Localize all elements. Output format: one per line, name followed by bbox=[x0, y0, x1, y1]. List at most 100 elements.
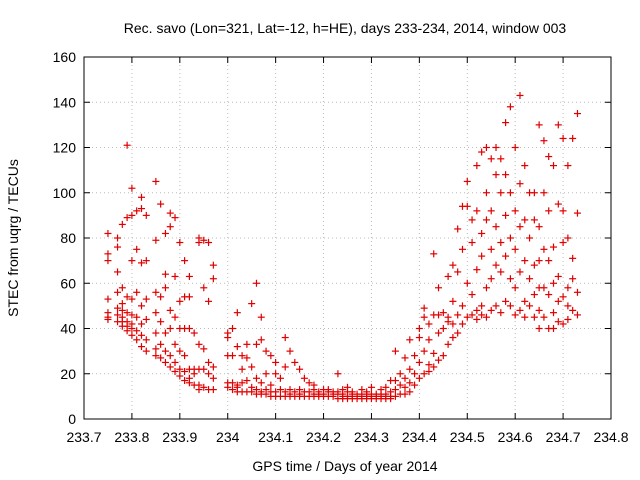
data-point bbox=[454, 311, 462, 319]
data-point bbox=[166, 209, 174, 217]
data-point bbox=[142, 315, 150, 323]
data-point bbox=[391, 386, 399, 394]
data-point bbox=[209, 386, 217, 394]
data-point bbox=[181, 352, 189, 360]
data-point bbox=[492, 261, 500, 269]
data-point bbox=[516, 91, 524, 99]
data-point bbox=[554, 318, 562, 326]
data-point bbox=[281, 363, 289, 371]
data-point bbox=[157, 293, 165, 301]
data-point bbox=[209, 363, 217, 371]
data-point bbox=[123, 293, 131, 301]
data-point bbox=[161, 347, 169, 355]
x-tick-label: 233.9 bbox=[162, 429, 197, 445]
data-point bbox=[478, 252, 486, 260]
data-point bbox=[487, 275, 495, 283]
data-point bbox=[157, 200, 165, 208]
data-point bbox=[166, 223, 174, 231]
data-point bbox=[406, 388, 414, 396]
data-point bbox=[190, 370, 198, 378]
data-point bbox=[535, 223, 543, 231]
data-point bbox=[506, 302, 514, 310]
data-point bbox=[473, 315, 481, 323]
data-point bbox=[334, 370, 342, 378]
data-point bbox=[272, 358, 280, 366]
data-point bbox=[391, 377, 399, 385]
data-point bbox=[406, 365, 414, 373]
data-point bbox=[458, 302, 466, 310]
data-point bbox=[133, 313, 141, 321]
data-point bbox=[540, 284, 548, 292]
data-point bbox=[157, 354, 165, 362]
data-point bbox=[272, 370, 280, 378]
data-point bbox=[463, 202, 471, 210]
data-point bbox=[276, 374, 284, 382]
data-point bbox=[252, 340, 260, 348]
x-tick-label: 234.1 bbox=[258, 429, 293, 445]
data-point bbox=[569, 306, 577, 314]
data-point bbox=[137, 331, 145, 339]
data-point bbox=[166, 352, 174, 360]
data-point bbox=[478, 311, 486, 319]
data-point bbox=[564, 234, 572, 242]
data-point bbox=[329, 392, 337, 400]
data-point bbox=[468, 311, 476, 319]
x-tick-label: 234 bbox=[216, 429, 240, 445]
data-point bbox=[497, 268, 505, 276]
data-point bbox=[487, 306, 495, 314]
data-point bbox=[104, 315, 112, 323]
data-point bbox=[291, 358, 299, 366]
data-point bbox=[391, 347, 399, 355]
data-point bbox=[444, 272, 452, 280]
data-point bbox=[411, 352, 419, 360]
data-point bbox=[511, 207, 519, 215]
data-point bbox=[530, 291, 538, 299]
data-point bbox=[554, 272, 562, 280]
data-point bbox=[411, 370, 419, 378]
data-point bbox=[550, 243, 558, 251]
data-point bbox=[166, 363, 174, 371]
data-point bbox=[128, 257, 136, 265]
x-tick-label: 234.7 bbox=[546, 429, 581, 445]
data-point bbox=[161, 358, 169, 366]
data-point bbox=[530, 313, 538, 321]
data-point bbox=[564, 302, 572, 310]
data-point bbox=[415, 334, 423, 342]
data-point bbox=[195, 386, 203, 394]
data-point bbox=[530, 189, 538, 197]
data-point bbox=[142, 347, 150, 355]
data-point bbox=[133, 288, 141, 296]
data-point bbox=[530, 216, 538, 224]
data-point bbox=[401, 390, 409, 398]
data-point bbox=[502, 119, 510, 127]
data-point bbox=[176, 372, 184, 380]
data-point bbox=[224, 334, 232, 342]
data-point bbox=[114, 304, 122, 312]
data-point bbox=[506, 189, 514, 197]
data-point bbox=[420, 370, 428, 378]
data-point bbox=[454, 329, 462, 337]
data-point bbox=[530, 261, 538, 269]
data-point bbox=[137, 302, 145, 310]
data-point bbox=[209, 275, 217, 283]
data-point bbox=[526, 275, 534, 283]
data-point bbox=[104, 250, 112, 258]
data-point bbox=[406, 336, 414, 344]
data-point bbox=[535, 325, 543, 332]
data-point bbox=[142, 295, 150, 303]
data-point bbox=[118, 284, 126, 292]
data-point bbox=[439, 352, 447, 360]
data-point bbox=[200, 383, 208, 391]
data-point bbox=[176, 365, 184, 373]
data-point bbox=[425, 336, 433, 344]
x-axis-label: GPS time / Days of year 2014 bbox=[252, 458, 437, 474]
chart-title: Rec. savo (Lon=321, Lat=-12, h=HE), days… bbox=[124, 20, 567, 36]
y-tick-label: 80 bbox=[60, 230, 76, 246]
data-point bbox=[401, 383, 409, 391]
data-point bbox=[420, 313, 428, 321]
data-point bbox=[104, 229, 112, 237]
data-point bbox=[238, 365, 246, 373]
data-point bbox=[439, 325, 447, 332]
data-point bbox=[161, 329, 169, 337]
data-point bbox=[161, 229, 169, 237]
